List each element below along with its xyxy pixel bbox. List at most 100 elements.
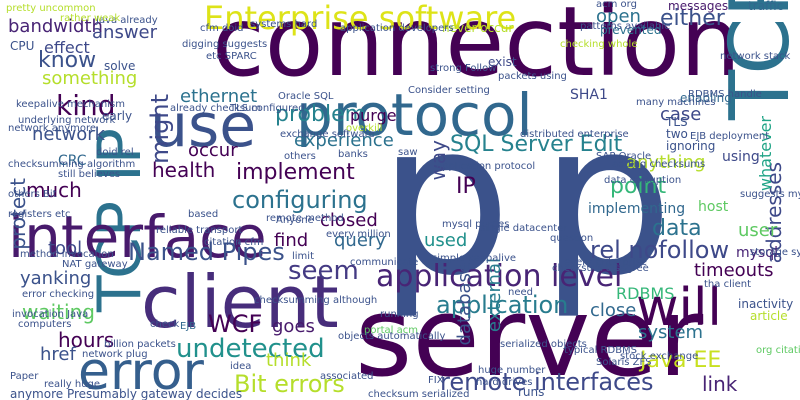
cloud-word: configuring [232,186,368,214]
cloud-word: keepalive mechanism [16,99,125,110]
cloud-word: anymore Presumably gateway decides [10,387,243,400]
cloud-word: WCF [208,310,263,338]
cloud-word: doid rel [96,147,134,158]
cloud-word: two [666,127,688,141]
cloud-word: distributed enterprise [520,129,629,140]
cloud-word: early [102,109,133,123]
cloud-word: others [284,151,316,162]
cloud-word: exchange software [280,129,375,140]
cloud-word: RDBMS handle [688,89,762,100]
cloud-word: implementing [588,201,686,217]
cloud-word: answer [92,22,158,43]
cloud-word: system [638,322,704,343]
cloud-word: every million [326,229,391,240]
cloud-word: much [26,178,82,202]
cloud-word: data corruption [604,175,682,186]
cloud-word: p [540,77,674,322]
cloud-word: patterns available [580,21,671,32]
cloud-word: FIX [428,375,444,386]
cloud-word: overkill [346,123,383,134]
cloud-word: serialized objects [500,339,587,350]
cloud-word: href [40,344,76,365]
cloud-word: registers etc [8,209,71,220]
cloud-word: p [378,77,512,322]
cloud-word: already checksum [170,103,262,114]
cloud-word: banks [338,149,368,160]
cloud-word: something [42,68,138,89]
cloud-word: inactivity [738,297,794,311]
cloud-word: Java already [96,15,158,26]
cloud-word: digging suggests [182,39,268,50]
cloud-word: method invocation [20,249,114,260]
cloud-word: runs [518,385,545,399]
cloud-word: SAP Oracle [596,151,652,162]
cloud-word: problem [275,102,367,127]
cloud-word: client [141,260,339,344]
cloud-word: solve [104,59,136,73]
cloud-word: effect [44,38,90,57]
cloud-word: billion packets [104,339,176,350]
cloud-word: user [738,220,778,241]
cloud-word: IP [456,174,476,199]
cloud-word: tha client [704,279,752,290]
cloud-word: connection [212,0,741,98]
cloud-word: health [152,158,216,182]
cloud-word: used [424,230,468,251]
cloud-word: know [38,48,97,73]
cloud-word: link [702,372,738,396]
cloud-word: experience [294,130,394,151]
cloud-word: server [355,273,704,400]
cloud-word: running [380,309,419,320]
cloud-word: rather weak [60,13,121,24]
cloud-word: purge [350,106,397,125]
cloud-word: simple keepalive [432,253,517,264]
cloud-word: hard drives [476,377,533,388]
cloud-word: database [454,262,475,346]
cloud-word: mysql purges [442,219,510,230]
cloud-word: messages [668,0,729,13]
cloud-word: occur [188,140,238,161]
cloud-word: exist [488,55,517,69]
cloud-word: Named Pipes [128,238,285,266]
cloud-word: whatever [756,116,775,192]
cloud-word: application [436,291,569,319]
cloud-word: saw [398,147,418,158]
cloud-word: strong Follow [430,63,497,74]
cloud-word: application level [376,259,623,294]
cloud-word: cfm doid [200,23,244,34]
cloud-word: Bit errors [234,370,345,398]
cloud-word: application protocol [436,161,536,172]
cloud-word: implement [236,160,355,185]
cloud-word: network anymore [8,123,97,134]
cloud-word: open [596,6,641,27]
cloud-word: checking whole [560,39,638,50]
cloud-word: communicate [350,257,419,268]
cloud-word: hours [58,328,115,352]
cloud-word: check [150,319,180,330]
cloud-word: mysql [736,245,778,261]
cloud-word: application developers [340,23,454,34]
cloud-word: will [636,278,722,338]
cloud-word: traffic [748,0,784,13]
cloud-word: invocation Java [12,309,89,320]
cloud-word: Solaris ZFS [596,357,652,368]
cloud-word: systems hard [250,19,318,30]
cloud-word: undetected [176,334,325,364]
cloud-word: pretty uncommon [6,3,96,14]
cloud-word: Enterprise software [204,0,517,37]
cloud-word: never occur [442,21,514,35]
cloud-word: idea [230,361,252,372]
cloud-word: limit [292,251,314,262]
cloud-word: stock exchange [620,351,699,362]
cloud-word: network [32,124,106,145]
cloud-word: objects automatically [338,331,446,342]
cloud-word: checksumming although [254,295,378,306]
cloud-word: kind [56,89,116,122]
cloud-word: CRC [58,153,87,169]
cloud-word: associated [320,371,374,382]
cloud-word: citation cfm [204,237,264,248]
cloud-word: adding checksums [612,159,706,170]
cloud-word: EJB deployment [690,131,770,142]
cloud-word: data [652,216,702,241]
cloud-word: CPU [10,39,35,53]
